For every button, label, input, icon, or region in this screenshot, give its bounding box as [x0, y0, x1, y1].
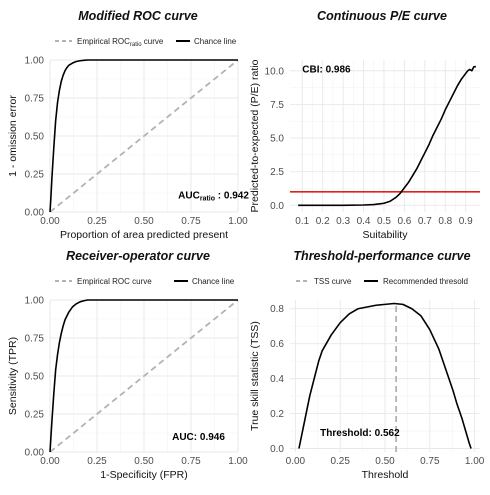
roc-mod-legend-empirical-tail: curve — [142, 37, 164, 46]
roc-x-tick-label: 0.25 — [87, 456, 107, 467]
roc-y-axis-label: Sensitivity (TPR) — [7, 337, 19, 415]
tss-y-tick-label: 0.0 — [270, 444, 284, 455]
roc-y-tick-label: 0.50 — [25, 372, 45, 383]
tss-x-tick-label: 0.25 — [330, 456, 350, 467]
tss-legend: TSS curve Recommended thresold — [296, 277, 468, 286]
roc-mod-auc-sub: ratio — [200, 195, 215, 202]
roc-mod-x-tick-label: 0.00 — [40, 216, 60, 227]
roc-x-axis-label: 1-Specificity (FPR) — [100, 469, 188, 481]
pe-x-tick-label: 0.6 — [397, 216, 411, 227]
roc-mod-legend-empirical: Empirical ROCratio curve — [77, 37, 164, 48]
pe-curve — [298, 65, 476, 207]
roc-legend-chance: Chance line — [192, 277, 235, 286]
pe-y-axis-label: Predicted-to-expected (P/E) ratio — [249, 59, 261, 212]
tss-panel: 0.00 0.25 0.50 0.75 1.00 0.0 0.2 0.4 0.6 0.8 Thres… — [249, 300, 485, 481]
tss-title: Threshold-performance curve — [293, 249, 470, 263]
roc-mod-x-axis-label: Proportion of area predicted present — [60, 229, 228, 241]
roc-mod-title: Modified ROC curve — [78, 9, 198, 23]
roc-mod-x-tick-label: 0.50 — [134, 216, 154, 227]
roc-mod-y-tick-label: 0.50 — [25, 132, 45, 143]
roc-mod-y-tick-label: 0.25 — [25, 170, 45, 181]
roc-auc-annotation: AUC: 0.946 — [172, 432, 225, 443]
roc-chance-line — [49, 299, 239, 453]
roc-panel: 0.00 0.25 0.50 0.75 1.00 0.00 0.25 0.50 0.75 1.00… — [7, 296, 248, 482]
tss-y-tick-label: 0.8 — [270, 304, 284, 315]
tss-legend-threshold: Recommended thresold — [383, 277, 468, 286]
roc-y-tick-label: 1.00 — [25, 296, 45, 307]
roc-mod-y-axis-label: 1 - omission error — [7, 95, 19, 177]
roc-mod-x-tick-label: 1.00 — [228, 216, 248, 227]
tss-curve — [298, 302, 472, 449]
pe-x-tick-label: 0.8 — [438, 216, 452, 227]
roc-mod-legend-chance: Chance line — [194, 37, 237, 46]
pe-y-tick-label: 5.0 — [270, 134, 284, 145]
roc-x-tick-label: 0.00 — [40, 456, 60, 467]
roc-y-tick-label: 0.25 — [25, 410, 45, 421]
roc-x-tick-label: 1.00 — [228, 456, 248, 467]
roc-mod-auc-annotation: AUCratio : 0.942 — [178, 190, 249, 202]
roc-x-tick-label: 0.75 — [181, 456, 201, 467]
roc-title: Receiver-operator curve — [66, 249, 210, 263]
roc-mod-chance-line — [49, 59, 239, 213]
pe-x-tick-label: 0.7 — [418, 216, 432, 227]
roc-mod-auc-main: AUC — [178, 190, 200, 201]
tss-legend-tss: TSS curve — [314, 277, 352, 286]
pe-x-axis-label: Suitability — [363, 229, 409, 241]
roc-mod-legend-empirical-main: Empirical ROC — [77, 37, 130, 46]
pe-x-tick-label: 0.3 — [336, 216, 350, 227]
roc-mod-y-tick-label: 0.75 — [25, 94, 45, 105]
roc-mod-x-tick-label: 0.75 — [181, 216, 201, 227]
roc-mod-legend-empirical-sub: ratio — [130, 42, 142, 48]
tss-x-tick-label: 0.00 — [286, 456, 306, 467]
pe-y-tick-label: 10.0 — [265, 66, 285, 77]
tss-x-tick-label: 1.00 — [465, 456, 485, 467]
roc-legend-empirical: Empirical ROC curve — [77, 277, 152, 286]
roc-mod-y-tick-label: 0.00 — [25, 208, 45, 219]
roc-mod-panel: 0.00 0.25 0.50 0.75 1.00 0.00 0.25 0.50 0.75 1.00… — [7, 56, 248, 242]
tss-x-tick-label: 0.75 — [420, 456, 440, 467]
pe-x-tick-label: 0.5 — [377, 216, 391, 227]
roc-y-tick-label: 0.75 — [25, 334, 45, 345]
pe-panel: 0.1 0.2 0.3 0.4 0.5 0.6 0.7 0.8 0.9 0.0 2.5 5.0 7.5 1… — [249, 59, 480, 241]
roc-legend: Empirical ROC curve Chance line — [55, 277, 235, 286]
tss-y-tick-label: 0.6 — [270, 339, 284, 350]
tss-y-tick-label: 0.4 — [270, 374, 284, 385]
roc-mod-legend: Empirical ROCratio curve Chance line — [55, 37, 237, 48]
pe-y-tick-label: 2.5 — [270, 167, 284, 178]
roc-x-tick-label: 0.50 — [134, 456, 154, 467]
tss-x-tick-label: 0.50 — [375, 456, 395, 467]
pe-x-tick-label: 0.2 — [316, 216, 330, 227]
roc-mod-y-tick-label: 1.00 — [25, 56, 45, 67]
roc-curve — [49, 299, 238, 453]
pe-cbi-annotation: CBI: 0.986 — [302, 64, 351, 75]
tss-threshold-annotation: Threshold: 0.562 — [320, 428, 400, 439]
tss-x-axis-label: Threshold — [362, 469, 409, 481]
pe-x-tick-label: 0.4 — [357, 216, 371, 227]
tss-y-axis-label: True skill statistic (TSS) — [249, 321, 261, 431]
pe-x-tick-label: 0.1 — [295, 216, 309, 227]
pe-x-tick-label: 0.9 — [459, 216, 473, 227]
roc-mod-auc-value: : 0.942 — [215, 190, 249, 201]
pe-y-tick-label: 7.5 — [270, 100, 284, 111]
pe-title: Continuous P/E curve — [317, 9, 447, 23]
pe-y-tick-label: 0.0 — [270, 201, 284, 212]
roc-mod-curve — [49, 59, 238, 213]
roc-mod-x-tick-label: 0.25 — [87, 216, 107, 227]
tss-y-tick-label: 0.2 — [270, 409, 284, 420]
roc-y-tick-label: 0.00 — [25, 448, 45, 459]
